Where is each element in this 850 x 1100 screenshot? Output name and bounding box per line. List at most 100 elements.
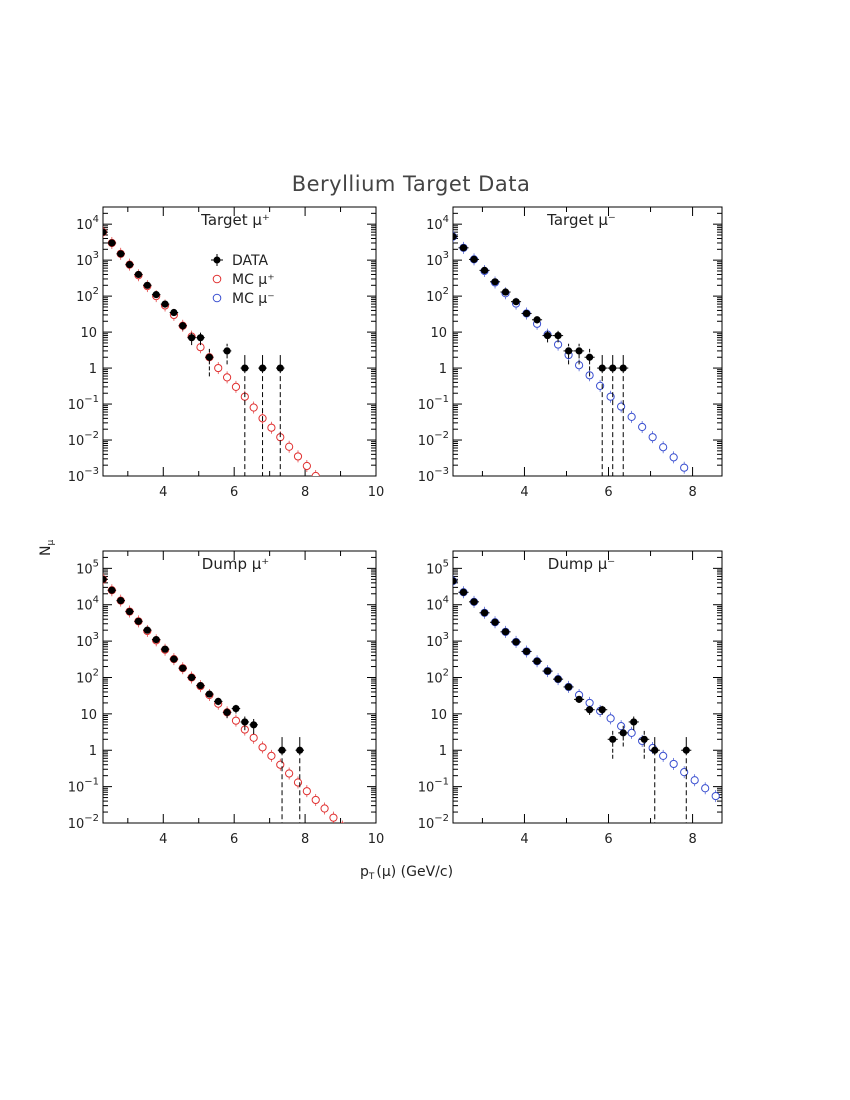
mc-point [690, 776, 699, 785]
legend-label-mc-minus: MC μ⁻ [232, 291, 275, 307]
data-point [554, 331, 562, 340]
y-tick-label: 104 [76, 214, 99, 233]
mc-point [293, 452, 303, 461]
data-point [453, 577, 457, 585]
panel-title: Target μ⁺ [200, 211, 270, 229]
data-point [491, 618, 499, 626]
mc-point [340, 822, 345, 823]
data-point [682, 746, 690, 754]
mc-point [302, 461, 311, 471]
data-point [470, 255, 478, 263]
data-point [223, 347, 231, 355]
y-axis-label-sub: μ [46, 540, 56, 546]
data-point [161, 300, 169, 308]
x-tick-label: 6 [604, 832, 612, 847]
legend-entry-mc-minus: MC μ⁻ [212, 291, 275, 307]
panels: Target μ⁺4 6 8 1010410310210110−110−210−3Ta… [68, 206, 723, 847]
data-point [214, 697, 222, 706]
y-tick-label: 10 [430, 326, 447, 341]
plot-area [453, 230, 689, 476]
y-tick-label: 10 [80, 326, 97, 341]
data-point [501, 628, 510, 636]
data-point [470, 598, 478, 606]
mc-point [249, 733, 258, 742]
data-point [575, 347, 583, 355]
data-point [609, 735, 617, 743]
data-point [223, 708, 231, 716]
y-tick-label: 105 [426, 558, 449, 577]
mc-point [249, 403, 258, 412]
data-point [205, 353, 213, 361]
mc-point [258, 743, 267, 752]
data-point [152, 636, 160, 644]
panel-title: Target μ⁻ [546, 211, 616, 229]
y-tick-label: 10−2 [68, 813, 99, 832]
x-tick-label: 6 [230, 832, 238, 847]
data-point [480, 609, 489, 617]
y-tick-label: 1 [89, 744, 97, 759]
data-point [543, 331, 552, 340]
plot-frame [102, 550, 377, 824]
data-point [296, 746, 304, 754]
y-tick-label: 102 [76, 286, 99, 305]
y-tick-label: 10−2 [418, 430, 449, 449]
y-tick-label: 10−3 [68, 466, 99, 485]
mc-point [311, 795, 320, 805]
data-point [196, 681, 205, 690]
data-point [196, 334, 205, 342]
mc-point [285, 442, 294, 451]
data-point [188, 334, 196, 342]
data-point [564, 347, 573, 355]
data-point [125, 607, 134, 616]
data-point [459, 244, 468, 252]
plot-frame [452, 206, 723, 477]
data-point [512, 638, 520, 646]
x-tick-label: 4 [159, 832, 167, 847]
y-axis-label: Nμ [38, 540, 56, 556]
data-point [108, 239, 116, 247]
data-point [533, 657, 541, 665]
y-axis-label-main: N [38, 546, 54, 556]
mc-point [638, 422, 647, 432]
y-tick-label: 103 [426, 631, 449, 650]
y-tick-label: 102 [76, 667, 99, 686]
x-tick-label: 8 [301, 832, 309, 847]
data-point [134, 270, 143, 279]
y-tick-label: 10−2 [68, 430, 99, 449]
data-point [598, 364, 606, 372]
data-point [103, 575, 107, 583]
data-point [533, 316, 541, 324]
data-point [480, 266, 489, 274]
mc-point [222, 373, 232, 382]
data-point [134, 617, 143, 625]
data-point [543, 667, 552, 675]
y-tick-label: 10−1 [418, 777, 449, 796]
data-point [491, 278, 499, 286]
mc-point [302, 787, 311, 796]
data-point [117, 596, 125, 605]
legend-mc-minus-marker [212, 293, 222, 303]
data-point [232, 704, 240, 713]
x-axis-label: pT (μ) (GeV/c) [360, 864, 453, 882]
data-point [205, 690, 213, 698]
y-tick-label: 103 [76, 631, 99, 650]
mc-point [231, 382, 241, 391]
data-point [586, 353, 594, 361]
x-axis-label-main: p [360, 864, 369, 880]
data-point [459, 588, 468, 596]
mc-point [293, 778, 303, 787]
y-tick-label: 10−1 [68, 777, 99, 796]
data-point [651, 746, 659, 754]
data-point [143, 626, 151, 634]
mc-point [606, 714, 615, 723]
data-point [161, 645, 169, 653]
mc-point [669, 759, 678, 769]
figure-title: Beryllium Target Data [292, 172, 531, 196]
legend-label-data: DATA [232, 253, 268, 269]
plot-area [103, 226, 320, 476]
mc-point [627, 728, 636, 737]
data-point [241, 364, 249, 372]
mc-point [669, 453, 678, 462]
